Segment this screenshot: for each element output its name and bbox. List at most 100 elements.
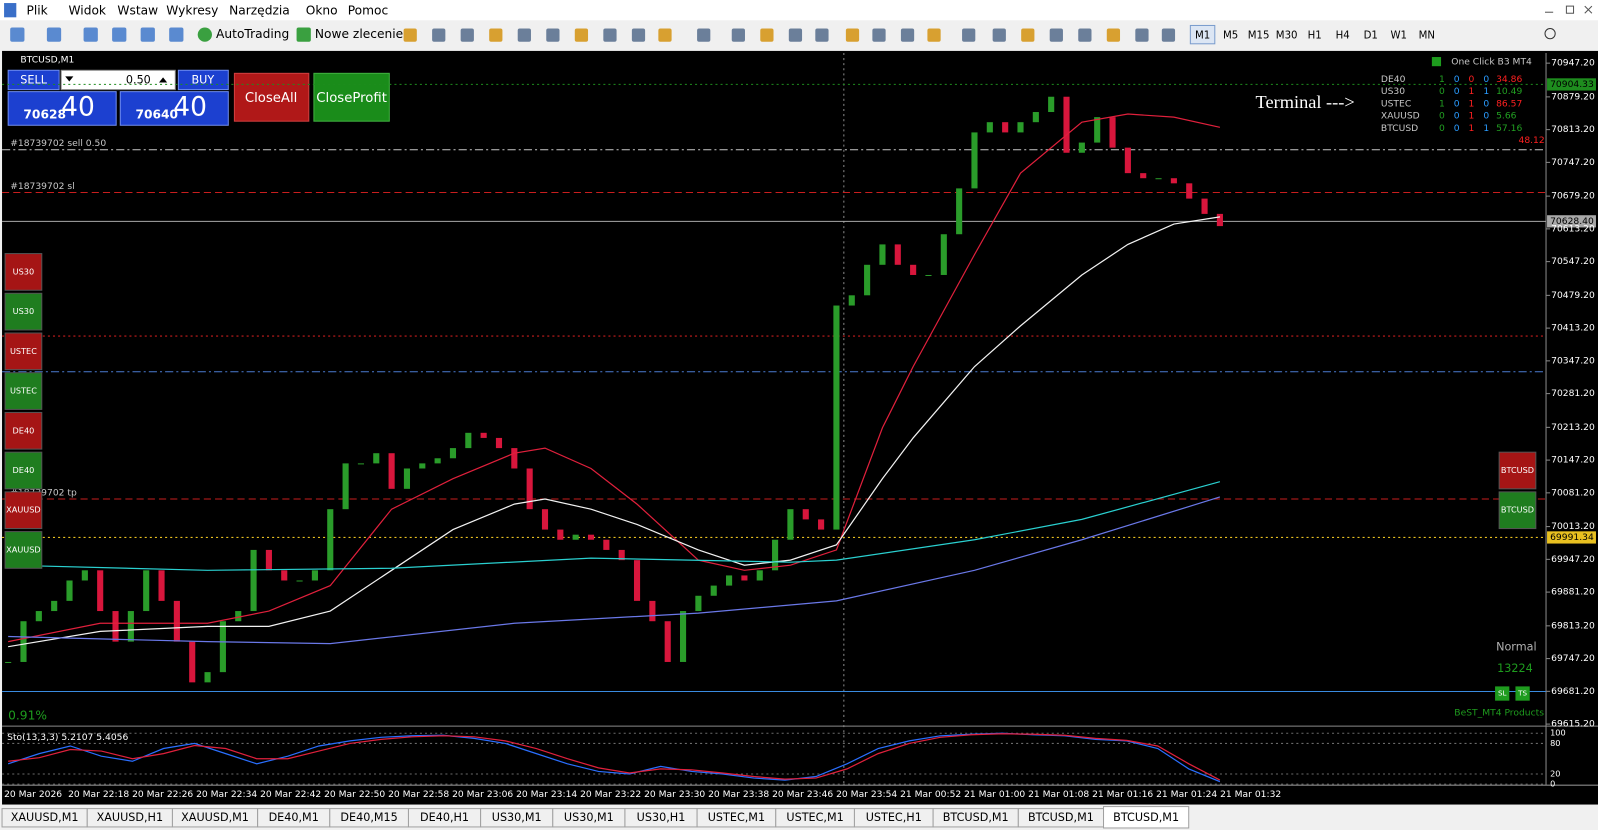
restore[interactable] xyxy=(1565,5,1575,14)
tab-label[interactable]: BTCUSD,M1 xyxy=(943,811,1009,824)
symbol-button-label: US30 xyxy=(13,266,35,276)
tab-label[interactable]: USTEC,M1 xyxy=(786,811,843,824)
timeframe-button[interactable]: H4 xyxy=(1336,31,1350,42)
tab-label[interactable]: XAUUSD,M1 xyxy=(181,811,249,824)
timeframe-button[interactable]: M15 xyxy=(1248,31,1270,42)
tool-icon[interactable] xyxy=(10,27,25,42)
menu-item[interactable]: Pomoc xyxy=(348,4,389,18)
timeframe-button[interactable]: W1 xyxy=(1390,31,1407,42)
tool-icon[interactable] xyxy=(517,28,531,42)
tool-icon[interactable] xyxy=(403,28,417,42)
timeframe-button[interactable]: MN xyxy=(1419,31,1435,42)
menu-item[interactable]: Wstaw xyxy=(117,4,158,18)
tool-icon[interactable] xyxy=(631,28,646,42)
lot-arrow[interactable] xyxy=(158,77,168,83)
symbol-button[interactable] xyxy=(1498,491,1537,530)
tool-icon[interactable] xyxy=(1135,28,1149,42)
tab-label[interactable]: US30,M1 xyxy=(564,811,614,824)
symbol-button[interactable] xyxy=(4,332,43,371)
ts-button[interactable] xyxy=(1515,686,1530,701)
tool-icon[interactable] xyxy=(489,28,503,42)
timeframe-button[interactable]: D1 xyxy=(1364,31,1378,42)
tool-icon[interactable] xyxy=(1078,28,1092,42)
tool-icon[interactable] xyxy=(788,28,803,42)
menu-item[interactable]: Plik xyxy=(26,4,48,18)
lot-arrow[interactable] xyxy=(65,76,74,82)
tab-label[interactable]: USTEC,M1 xyxy=(708,811,765,824)
close-profit-button[interactable] xyxy=(313,72,390,122)
tab-label[interactable]: DE40,H1 xyxy=(420,811,469,824)
ask-box[interactable] xyxy=(119,91,229,126)
bid-box[interactable] xyxy=(7,91,117,126)
menu-item[interactable]: Narzędzia xyxy=(229,4,290,18)
x-tick-label: 21 Mar 01:16 xyxy=(1092,789,1153,800)
tool-icon[interactable] xyxy=(697,28,711,42)
timeframe-button[interactable]: H1 xyxy=(1308,31,1322,42)
sl-button[interactable] xyxy=(1495,686,1510,701)
lot-input[interactable] xyxy=(60,69,176,91)
price-box-label: 70628.40 xyxy=(1550,216,1594,227)
tool-icon[interactable] xyxy=(658,28,672,42)
tool-icon[interactable] xyxy=(1049,28,1063,42)
menu-item[interactable]: Okno xyxy=(306,4,338,18)
symbol-button[interactable] xyxy=(1498,451,1537,490)
menu-item[interactable]: Wykresy xyxy=(166,4,218,18)
tool-icon[interactable] xyxy=(1106,28,1121,42)
candle xyxy=(1017,122,1024,133)
tool-icon[interactable] xyxy=(731,28,745,42)
timeframe-button[interactable]: M1 xyxy=(1195,31,1210,42)
tool-icon[interactable] xyxy=(927,28,941,42)
tool-icon[interactable] xyxy=(460,28,474,42)
menu-item[interactable]: Widok xyxy=(68,4,106,18)
symbol-button[interactable] xyxy=(4,411,43,450)
tab-active[interactable] xyxy=(1103,806,1190,829)
tab-label[interactable]: BTCUSD,M1 xyxy=(1028,811,1094,824)
tool-icon[interactable] xyxy=(296,27,311,42)
tool-icon[interactable] xyxy=(574,28,589,42)
tool-icon[interactable] xyxy=(1161,28,1176,42)
autotrading-button[interactable]: AutoTrading xyxy=(216,27,289,41)
tool-icon[interactable] xyxy=(760,28,774,42)
tool-icon[interactable] xyxy=(46,27,62,42)
tool-icon[interactable] xyxy=(197,27,212,42)
symbol-button[interactable] xyxy=(4,372,43,410)
symbol-button[interactable] xyxy=(4,451,43,490)
new-order-button[interactable]: Nowe zlecenie xyxy=(315,27,403,41)
close-all-button[interactable] xyxy=(233,72,310,122)
tool-icon[interactable] xyxy=(140,27,155,42)
tool-icon[interactable] xyxy=(546,28,560,42)
tab-label[interactable]: XAUUSD,H1 xyxy=(97,811,164,824)
tool-icon[interactable] xyxy=(83,27,98,42)
timeframe-button[interactable]: M5 xyxy=(1223,31,1238,42)
app-icon xyxy=(4,3,17,18)
timeframe-button[interactable]: M30 xyxy=(1276,31,1298,42)
tab-label[interactable]: US30,H1 xyxy=(637,811,686,824)
tool-icon[interactable] xyxy=(872,28,886,42)
tool-icon[interactable] xyxy=(962,28,976,42)
tool-icon[interactable] xyxy=(112,27,127,42)
tool-icon[interactable] xyxy=(169,27,184,42)
tool-icon[interactable] xyxy=(603,28,617,42)
tab-label[interactable]: XAUUSD,M1 xyxy=(11,811,79,824)
tab-label[interactable]: DE40,M15 xyxy=(340,811,397,824)
tool-icon[interactable] xyxy=(432,28,446,42)
symbol-button[interactable] xyxy=(4,253,43,291)
tab-label[interactable]: USTEC,H1 xyxy=(866,811,922,824)
tab-label[interactable]: BTCUSD,M1 xyxy=(1113,811,1179,824)
close[interactable] xyxy=(1584,5,1593,14)
symbol-button[interactable] xyxy=(4,531,43,569)
tool-icon[interactable] xyxy=(1021,28,1035,42)
candle xyxy=(1063,96,1070,153)
tool-icon[interactable] xyxy=(815,28,829,42)
tool-icon[interactable] xyxy=(845,28,860,42)
tab-label[interactable]: US30,M1 xyxy=(492,811,542,824)
tool-icon[interactable] xyxy=(992,28,1006,42)
bid-price: 70628 xyxy=(23,108,66,122)
tab-label[interactable]: DE40,M1 xyxy=(269,811,319,824)
symbol-button-label: DE40 xyxy=(13,465,35,475)
symbol-button[interactable] xyxy=(4,292,43,331)
symbol-button[interactable] xyxy=(4,491,43,530)
sell-button[interactable] xyxy=(7,69,60,91)
search-icon[interactable] xyxy=(1544,28,1556,40)
tool-icon[interactable] xyxy=(900,28,915,42)
